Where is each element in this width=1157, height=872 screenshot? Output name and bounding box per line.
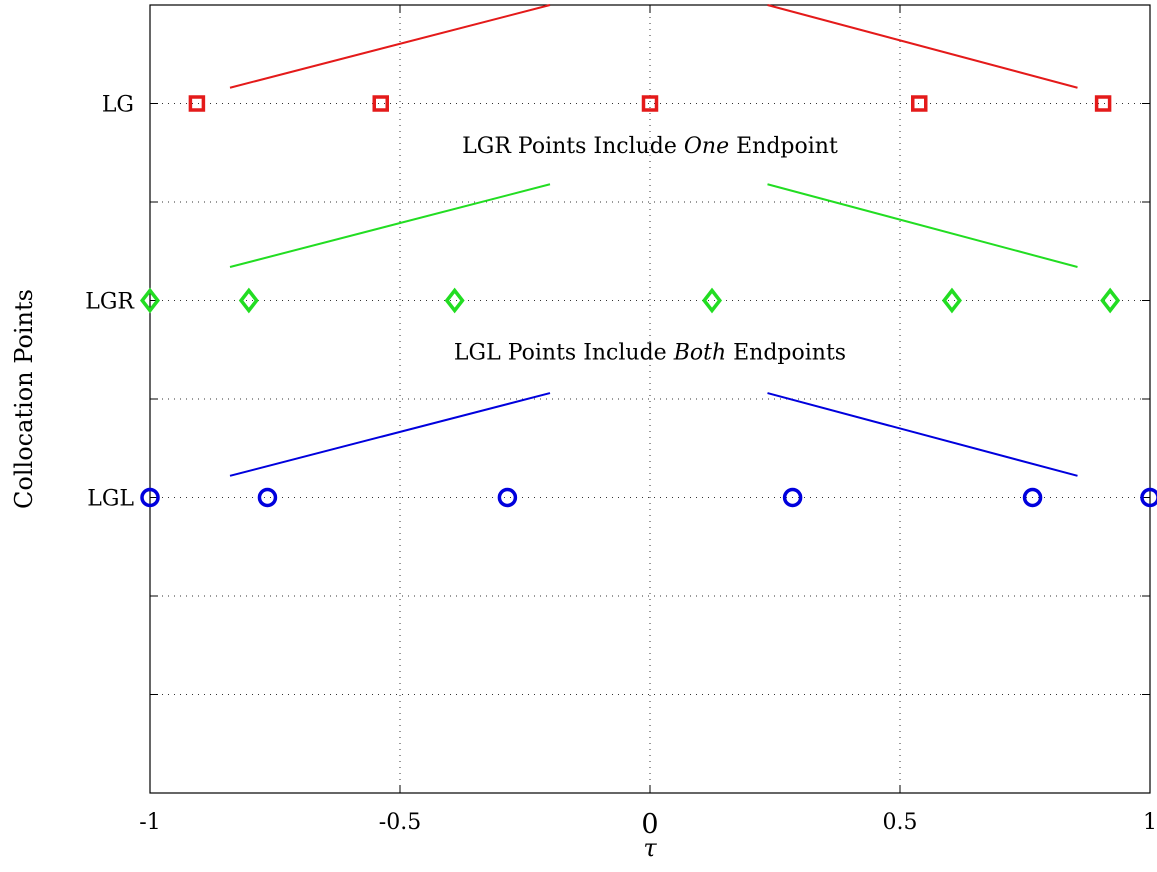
lgl-point — [1140, 487, 1157, 508]
x-tick-label: 0 — [641, 809, 658, 840]
lg-point — [1094, 95, 1112, 112]
lgl-point — [497, 487, 518, 508]
x-axis-label: τ — [643, 834, 657, 862]
lg-point — [641, 95, 659, 112]
annotation-line-lgl — [767, 392, 1078, 477]
x-tick-label: 0.5 — [883, 810, 918, 835]
series-markers — [139, 95, 1157, 508]
lg-point — [372, 95, 389, 112]
y-tick-label: LG — [102, 93, 134, 118]
lgr-point — [139, 287, 161, 314]
lg-point — [911, 95, 928, 112]
grid-lines — [150, 4, 1150, 793]
y-tick-label: LGR — [85, 290, 135, 315]
annotation-text-lgl: LGL Points Include Both Endpoints — [454, 341, 846, 366]
annotation-line-lgr — [767, 183, 1078, 268]
annotation-line-lg — [229, 4, 551, 89]
x-tick-label: 1 — [1143, 810, 1157, 835]
x-tick-label: -0.5 — [379, 810, 421, 835]
lg-point — [188, 95, 206, 112]
lgr-point — [238, 287, 259, 314]
lgr-point — [1100, 287, 1121, 314]
lgr-point — [941, 287, 962, 314]
lgl-point — [140, 487, 160, 508]
annotation-line-lg — [767, 4, 1078, 89]
y-tick-label: LGL — [87, 487, 134, 512]
annotation-line-lgl — [229, 392, 551, 477]
lgr-point — [701, 287, 723, 314]
lgl-point — [782, 487, 803, 508]
annotation-line-lgr — [229, 183, 551, 268]
lgl-point — [1022, 487, 1043, 508]
x-tick-label: -1 — [139, 810, 160, 835]
annotation-connectors — [229, 4, 1078, 477]
axis-ticks — [149, 4, 1151, 793]
annotation-text-lgr: LGR Points Include One Endpoint — [462, 134, 838, 159]
lgl-point — [257, 487, 278, 508]
y-axis-label: Collocation Points — [10, 289, 38, 509]
lgr-point — [444, 287, 465, 314]
